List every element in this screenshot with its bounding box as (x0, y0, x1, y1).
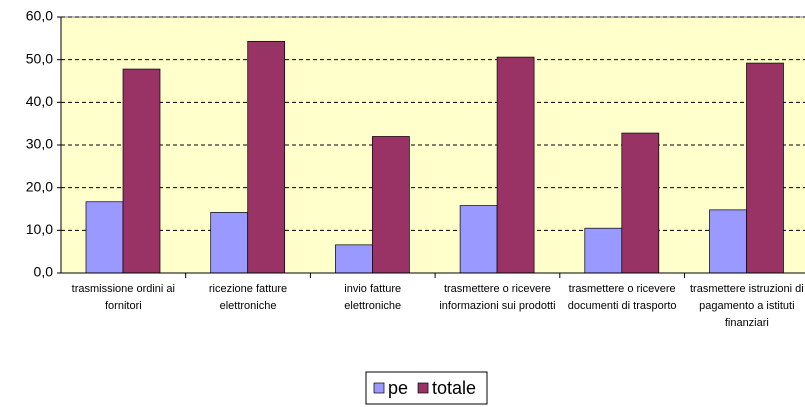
bar (210, 212, 249, 274)
x-tick-label: trasmettere o ricevere informazioni sui … (439, 283, 556, 312)
y-tick-label: 50,0 (26, 50, 53, 66)
y-tick-label: 20,0 (26, 178, 53, 194)
bar (709, 209, 747, 274)
x-tick-label: trasmettere o ricevere documenti di tras… (567, 283, 677, 312)
bar (746, 62, 784, 274)
x-tick-label: invio fatture elettroniche (344, 283, 402, 312)
bar (496, 56, 535, 274)
y-tick-label: 30,0 (26, 136, 53, 152)
y-tick-label: 0,0 (34, 264, 54, 280)
bar (372, 136, 410, 274)
legend-swatch (417, 382, 429, 394)
y-tick-label: 60,0 (26, 8, 53, 24)
legend-label: pe (388, 378, 408, 398)
bar (584, 227, 623, 274)
y-tick-label: 40,0 (26, 93, 53, 109)
x-tick-label: ricezione fatture elettroniche (208, 283, 288, 312)
x-tick-label: trasmissione ordini ai fornitori (71, 283, 175, 312)
bar (335, 244, 373, 274)
legend-swatch (373, 382, 385, 394)
bar (85, 201, 124, 274)
bar (621, 132, 660, 274)
legend-label: totale (432, 378, 476, 398)
bar (459, 205, 498, 274)
x-tick-label: trasmettere istruzioni di pagamento a is… (689, 283, 804, 329)
bar (122, 68, 161, 274)
y-tick-label: 10,0 (26, 221, 53, 237)
bar (247, 40, 286, 274)
